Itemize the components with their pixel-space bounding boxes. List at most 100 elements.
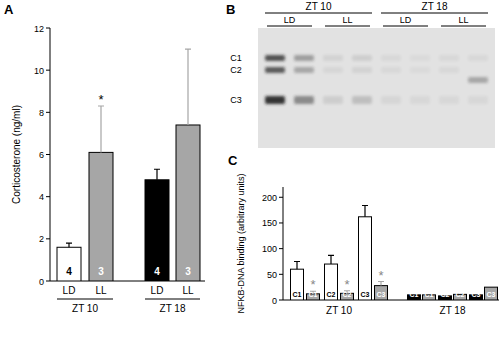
gel-group-line — [381, 13, 488, 14]
y-tick — [279, 274, 283, 275]
group-bracket — [57, 299, 113, 300]
gel-panel: BZT 10ZT 18LDLLLDLLC1C2C3 — [226, 1, 495, 148]
bar-inner-label: 4 — [66, 266, 72, 277]
y-tick-label: 6 — [39, 150, 44, 160]
significance: * — [98, 92, 103, 107]
gel-lane-line — [325, 26, 370, 27]
gel-lane-line — [383, 26, 428, 27]
gel-band — [265, 96, 285, 104]
bar-inner-label: C1 — [293, 291, 302, 298]
bar — [485, 287, 498, 300]
gel-band — [265, 67, 285, 73]
bar — [176, 125, 200, 281]
bar — [375, 286, 388, 300]
y-tick — [46, 238, 50, 239]
bar-inner-label: C1 — [425, 291, 434, 298]
bar-inner-label: C3 — [487, 291, 496, 298]
error-bar — [66, 243, 72, 247]
gel-lane-label: LL — [342, 15, 352, 25]
y-tick-label: 2 — [39, 234, 44, 244]
gel-group-line — [265, 13, 372, 14]
gel-band — [352, 96, 372, 104]
bar-inner-label: C2 — [441, 291, 450, 298]
bar-inner-label: C1 — [410, 291, 419, 298]
gel-band — [352, 67, 372, 73]
y-tick-label: 200 — [262, 193, 277, 203]
chart-C: C050100150200NFKB-DNA binding (arbitrary… — [228, 153, 499, 316]
group-bracket — [145, 299, 200, 300]
gel-band — [468, 77, 488, 83]
bar-inner-label: C2 — [327, 291, 336, 298]
figure: A024681012Corticosterone (ng/ml)4LD3*LL4… — [0, 0, 500, 344]
y-tick — [46, 28, 50, 29]
gel-lane-line — [267, 26, 312, 27]
marks — [291, 205, 498, 300]
y-tick-label: 8 — [39, 108, 44, 118]
x-tick-label: LL — [95, 285, 107, 296]
y-tick-label: 12 — [34, 24, 44, 34]
gel-band — [381, 55, 401, 61]
gel-lane-line — [441, 26, 486, 27]
bar-inner-label: 3 — [98, 266, 104, 277]
bar-inner-label: C3 — [361, 291, 370, 298]
significance: * — [310, 277, 315, 292]
gel-band — [294, 67, 314, 73]
panel-label: C — [228, 153, 238, 168]
y-tick — [279, 222, 283, 223]
y-tick — [279, 300, 283, 301]
gel-group-label: ZT 10 — [306, 1, 332, 12]
bar — [291, 269, 304, 300]
gel-group-label: ZT 18 — [422, 1, 448, 12]
gel-band — [410, 96, 430, 104]
bar-inner-label: C2 — [343, 291, 352, 298]
bar-inner-label: 4 — [154, 266, 160, 277]
y-tick-label: 4 — [39, 192, 44, 202]
y-tick — [279, 248, 283, 249]
bar — [145, 180, 169, 281]
gel-background — [258, 28, 495, 148]
error-bar — [154, 169, 160, 180]
gel-band — [294, 96, 314, 104]
group-label: ZT 10 — [72, 303, 98, 314]
gel-band — [265, 55, 285, 61]
gel-band — [352, 55, 372, 61]
gel-band — [323, 96, 343, 104]
gel-band — [468, 96, 488, 104]
y-axis — [283, 187, 284, 300]
error-bar — [328, 255, 334, 264]
y-tick — [46, 112, 50, 113]
gel-band — [468, 55, 488, 61]
gel-band — [323, 67, 343, 73]
x-tick-label: LD — [63, 285, 76, 296]
bar — [89, 152, 113, 281]
y-tick — [46, 70, 50, 71]
x-tick-label: LL — [182, 285, 194, 296]
bar-inner-label: C2 — [456, 291, 465, 298]
x-tick-label: LD — [151, 285, 164, 296]
bar-inner-label: C3 — [472, 291, 481, 298]
gel-lane-label: LD — [284, 15, 296, 25]
significance: * — [344, 277, 349, 292]
error-bar — [362, 205, 368, 216]
y-axis-label: Corticosterone (ng/ml) — [11, 105, 22, 204]
y-tick — [46, 281, 50, 282]
gel-band-label: C1 — [230, 53, 242, 63]
gel-band-label: C3 — [230, 95, 242, 105]
panel-label: B — [226, 2, 235, 17]
y-tick-label: 0 — [39, 277, 44, 287]
bar-inner-label: C3 — [377, 291, 386, 298]
y-tick-label: 150 — [262, 218, 277, 228]
y-tick-label: 50 — [267, 270, 277, 280]
group-label: ZT 10 — [326, 305, 352, 316]
gel-band-label: C2 — [230, 65, 242, 75]
gel-lane-label: LL — [458, 15, 468, 25]
gel-band — [439, 55, 459, 61]
gel-band — [439, 96, 459, 104]
y-tick-label: 100 — [262, 244, 277, 254]
gel-band — [323, 55, 343, 61]
panel-label: A — [4, 2, 14, 17]
error-bar — [185, 49, 191, 125]
y-tick — [279, 197, 283, 198]
chart-A: A024681012Corticosterone (ng/ml)4LD3*LL4… — [4, 2, 205, 314]
gel-band — [381, 96, 401, 104]
